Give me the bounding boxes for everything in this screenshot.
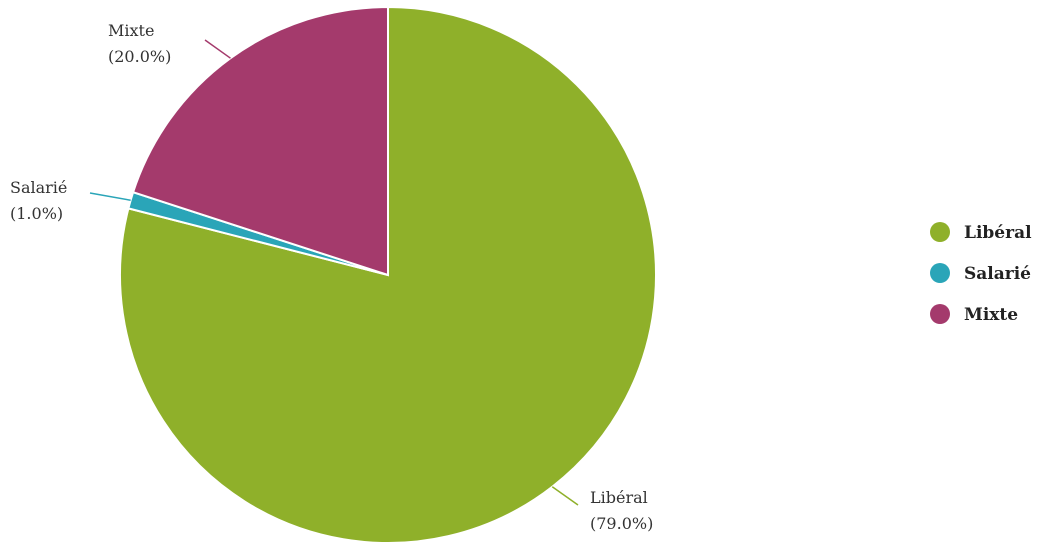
slice-percent-salarie: (1.0%): [10, 204, 63, 223]
leader-line-mixte: [204, 39, 231, 59]
leader-lines: [89, 39, 579, 506]
slice-labels: Libéral (79.0%) Salarié (1.0%) Mixte (20.0%): [10, 21, 653, 533]
leader-line-liberal: [551, 486, 579, 506]
legend-label-mixte: Mixte: [964, 305, 1018, 325]
pie-slices: [119, 5, 657, 544]
slice-label-liberal: Libéral: [590, 488, 648, 507]
legend: Libéral Salarié Mixte: [930, 222, 1032, 325]
legend-swatch-salarie: [930, 263, 950, 283]
slice-label-mixte: Mixte: [108, 21, 154, 40]
slice-percent-liberal: (79.0%): [590, 514, 653, 533]
legend-swatch-liberal: [930, 222, 950, 242]
legend-swatch-mixte: [930, 304, 950, 324]
legend-label-salarie: Salarié: [964, 264, 1031, 284]
slice-label-salarie: Salarié: [10, 178, 67, 197]
leader-line-salarie: [89, 192, 131, 201]
legend-label-liberal: Libéral: [964, 223, 1032, 243]
pie-slice-mixte: [131, 5, 389, 277]
slice-percent-mixte: (20.0%): [108, 47, 171, 66]
